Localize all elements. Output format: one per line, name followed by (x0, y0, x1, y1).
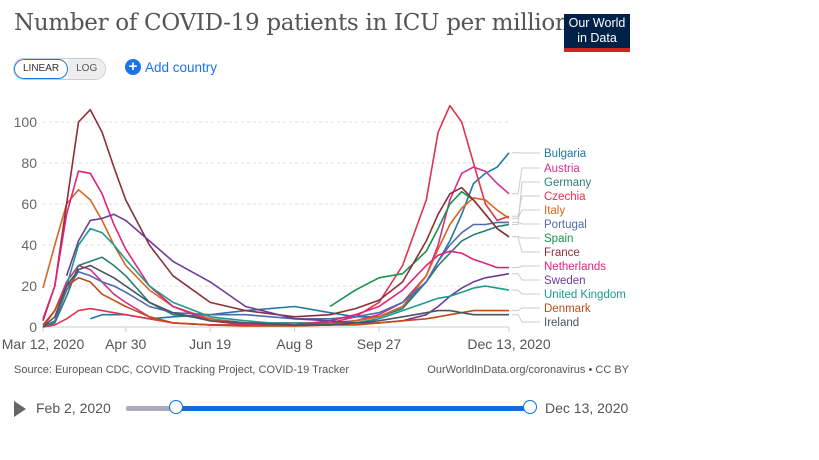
y-tick-label: 0 (29, 319, 37, 335)
timeline-track[interactable] (126, 400, 537, 414)
y-tick-label: 60 (21, 196, 37, 212)
play-icon[interactable] (14, 401, 26, 417)
y-tick-label: 100 (14, 114, 38, 130)
x-tick-label: Aug 8 (276, 336, 313, 352)
legend-connector (512, 314, 540, 323)
legend-connector (512, 209, 540, 219)
legend-label[interactable]: Austria (544, 163, 580, 175)
timeline-start-label: Feb 2, 2020 (36, 400, 111, 416)
legend-connector (512, 195, 540, 217)
legend-label[interactable]: Czechia (544, 191, 586, 203)
linear-scale-button[interactable]: LINEAR (14, 59, 69, 79)
timeline-end-label: Dec 13, 2020 (545, 400, 629, 416)
y-tick-label: 80 (21, 155, 37, 171)
legend-label[interactable]: Netherlands (544, 261, 606, 273)
y-tick-label: 40 (21, 237, 37, 253)
owid-logo[interactable]: Our World in Data (564, 14, 630, 52)
series-line-france (42, 108, 510, 322)
timeline-start-handle[interactable] (169, 400, 183, 414)
legend-connector (512, 236, 540, 253)
legend-connector (512, 273, 540, 281)
series-line-sweden (65, 213, 510, 324)
chart-title: Number of COVID-19 patients in ICU per m… (14, 10, 570, 36)
source-note: Source: European CDC, COVID Tracking Pro… (14, 364, 350, 376)
legend-connector (512, 265, 540, 269)
legend-label[interactable]: United Kingdom (544, 289, 626, 301)
legend-connector (512, 167, 540, 195)
x-tick-label: Mar 12, 2020 (2, 336, 85, 352)
timeline: Feb 2, 2020 Dec 13, 2020 (14, 398, 634, 420)
credit-link[interactable]: OurWorldInData.org/coronavirus • CC BY (427, 364, 629, 376)
series-line-ireland (42, 264, 509, 328)
x-tick-label: Sep 27 (357, 336, 402, 352)
legend-label[interactable]: Germany (544, 177, 592, 189)
add-country-label: Add country (145, 59, 218, 75)
x-tick-label: Apr 30 (105, 336, 146, 352)
legend-label[interactable]: Portugal (544, 219, 587, 231)
y-tick-label: 20 (21, 278, 37, 294)
legend-connector (512, 307, 540, 312)
line-chart: 0 20 40 60 80 100 Mar 12, 2020 Apr 30 Jun 19 Aug … (2, 104, 626, 352)
plus-circle-icon: + (125, 59, 141, 75)
legend-connector (512, 181, 540, 225)
legend-label[interactable]: Denmark (544, 303, 591, 315)
timeline-end-handle[interactable] (523, 400, 537, 414)
add-country-button[interactable]: + Add country (125, 59, 217, 75)
legend-label[interactable]: Ireland (544, 317, 579, 329)
legend-connector (512, 289, 540, 295)
legend-label[interactable]: Bulgaria (544, 148, 587, 160)
x-tick-label: Dec 13, 2020 (467, 336, 550, 352)
legend-label[interactable]: Sweden (544, 275, 586, 287)
series-line-germany (42, 223, 510, 328)
scale-toggle: LINEAR LOG (13, 58, 107, 80)
legend-label[interactable]: France (544, 247, 580, 259)
x-tick-label: Jun 19 (189, 336, 231, 352)
timeline-selected-range (176, 406, 531, 411)
series-line-bulgaria (90, 152, 510, 320)
logo-line-2: in Data (577, 31, 617, 45)
legend-label[interactable]: Spain (544, 233, 573, 245)
legend-label[interactable]: Italy (544, 205, 565, 217)
logo-line-1: Our World (568, 16, 626, 30)
log-scale-button[interactable]: LOG (68, 59, 106, 79)
legend-connector (512, 221, 540, 225)
